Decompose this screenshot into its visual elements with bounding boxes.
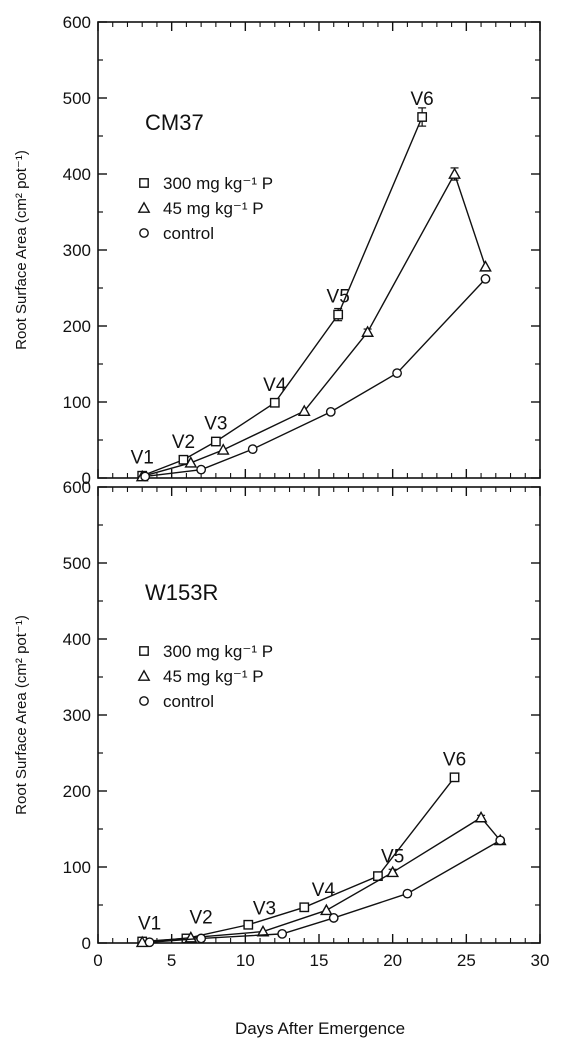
data-point-triangle <box>361 325 375 337</box>
y-axis-label: Root Surface Area (cm² pot⁻¹) <box>13 150 30 350</box>
stage-label: V2 <box>190 907 213 928</box>
x-tick-label: 0 <box>93 951 102 970</box>
y-tick-label: 0 <box>82 469 91 488</box>
data-point-triangle <box>386 865 400 878</box>
stage-label: V6 <box>411 89 434 110</box>
y-tick-label: 400 <box>63 630 91 649</box>
data-point-circle <box>247 444 258 455</box>
data-point-circle <box>196 464 207 475</box>
data-point-circle <box>480 273 491 284</box>
y-tick-label: 0 <box>82 934 91 953</box>
stage-label: V5 <box>381 847 404 868</box>
x-tick-label: 20 <box>383 951 402 970</box>
y-tick-label: 300 <box>63 241 91 260</box>
data-point-triangle <box>184 456 198 468</box>
stage-label: V3 <box>253 898 276 919</box>
plot-frame <box>97 486 541 944</box>
panel-w153r: 0 100 200 300 400 500 600 0 5 10 15 20 25 30 Root Surf… <box>13 478 549 970</box>
x-tick-label: 15 <box>310 951 329 970</box>
legend-label: 300 mg kg⁻¹ P <box>163 174 273 193</box>
x-tick-label: 30 <box>531 951 550 970</box>
data-point-square <box>449 772 460 783</box>
legend-marker-circle <box>139 696 149 706</box>
stage-label: V1 <box>138 913 161 934</box>
y-tick-label: 200 <box>63 317 91 336</box>
legend-marker-square <box>139 646 149 656</box>
y-tick-label: 200 <box>63 782 91 801</box>
panel-title: W153R <box>145 580 218 605</box>
legend-marker-circle <box>139 228 149 238</box>
data-point-circle <box>277 928 288 939</box>
data-point-triangle <box>448 167 461 179</box>
data-point-triangle <box>297 404 311 416</box>
data-point-triangle <box>256 924 270 937</box>
stage-label: V5 <box>327 287 350 308</box>
data-point-triangle <box>319 903 333 916</box>
legend-label: 45 mg kg⁻¹ P <box>163 199 264 218</box>
stage-label: V4 <box>312 880 336 901</box>
stage-label: V3 <box>204 414 227 435</box>
data-point-square <box>417 112 428 122</box>
data-point-square <box>269 397 280 408</box>
data-point-circle <box>402 888 413 899</box>
data-point-circle <box>140 471 151 482</box>
data-point-square <box>210 436 221 447</box>
series-line-circle <box>149 839 501 943</box>
x-tick-label: 10 <box>236 951 255 970</box>
y-tick-label: 500 <box>63 89 91 108</box>
data-point-triangle <box>474 810 488 823</box>
y-tick-label: 300 <box>63 706 91 725</box>
data-point-circle <box>144 937 155 948</box>
plot-frame <box>97 21 541 479</box>
y-tick-label: 600 <box>63 13 91 32</box>
data-point-circle <box>328 913 339 923</box>
series-line-square <box>141 116 423 477</box>
y-tick-label: 400 <box>63 165 91 184</box>
series-line-circle <box>145 278 486 478</box>
legend-label: control <box>163 692 214 711</box>
data-point-triangle <box>479 260 492 272</box>
data-point-circle <box>325 406 336 417</box>
y-tick-label: 100 <box>63 393 91 412</box>
legend-marker-triangle <box>137 201 151 213</box>
stage-label: V1 <box>131 448 154 469</box>
stage-label: V6 <box>443 749 466 770</box>
y-tick-label: 500 <box>63 554 91 573</box>
panel-title: CM37 <box>145 110 204 135</box>
data-point-triangle <box>216 443 230 455</box>
x-tick-label: 5 <box>167 951 176 970</box>
data-point-circle <box>392 368 402 379</box>
legend-label: control <box>163 224 214 243</box>
x-axis-label: Days After Emergence <box>235 1019 405 1038</box>
legend-label: 300 mg kg⁻¹ P <box>163 642 273 661</box>
stage-label: V4 <box>263 375 287 396</box>
data-point-square <box>333 309 344 320</box>
data-point-square <box>243 919 254 930</box>
data-point-square <box>178 454 189 465</box>
data-point-circle <box>196 933 207 944</box>
legend-label: 45 mg kg⁻¹ P <box>163 667 264 686</box>
panel-cm37: 0 100 200 300 400 500 600 Root Surface Area (cm… <box>13 13 541 488</box>
legend-marker-triangle <box>137 669 151 681</box>
data-point-circle <box>495 835 506 846</box>
data-point-square <box>299 902 310 913</box>
legend-marker-square <box>139 178 149 188</box>
stage-label: V2 <box>172 432 195 453</box>
y-tick-label: 600 <box>63 478 91 497</box>
y-axis-label: Root Surface Area (cm² pot⁻¹) <box>13 615 30 815</box>
x-tick-label: 25 <box>457 951 476 970</box>
y-tick-label: 100 <box>63 858 91 877</box>
